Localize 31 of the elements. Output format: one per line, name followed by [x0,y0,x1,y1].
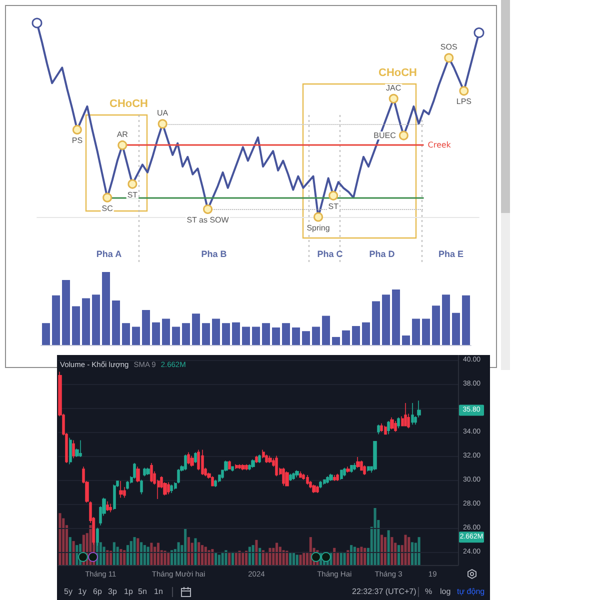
text: % [425,587,432,597]
annotation: SC [102,204,114,213]
text: Pha D [369,249,396,259]
annotation: AR [116,130,128,139]
annotation: UA [157,108,169,118]
annotation: ST [328,202,339,211]
text: 5n [138,587,147,597]
text: 22:32:37 (UTC+7) [352,587,416,597]
annotation: CHoCH [378,67,418,79]
annotation: LPS [456,97,472,106]
annotation: JAC [386,83,402,92]
annotation: PS [72,136,83,145]
text: 6p [93,587,102,597]
ref-line-label: Creek [428,140,452,150]
text: 1n [154,587,163,597]
text: 3p [108,587,117,597]
annotation: Spring [306,223,330,232]
text: Pha B [201,249,228,259]
annotation: ST as SOW [186,215,230,224]
text: log [440,587,451,597]
text: 1y [78,587,86,597]
text: Pha A [96,249,122,259]
text: tự động [457,587,485,597]
annotation: ST [127,190,138,200]
text: Pha C [317,249,344,259]
annotation: BUEC [374,131,396,140]
text: Pha E [438,249,464,259]
annotation: CHoCH [110,98,148,110]
text: 1p [124,587,133,597]
text: 5y [64,587,72,597]
annotation: SOS [440,42,458,52]
